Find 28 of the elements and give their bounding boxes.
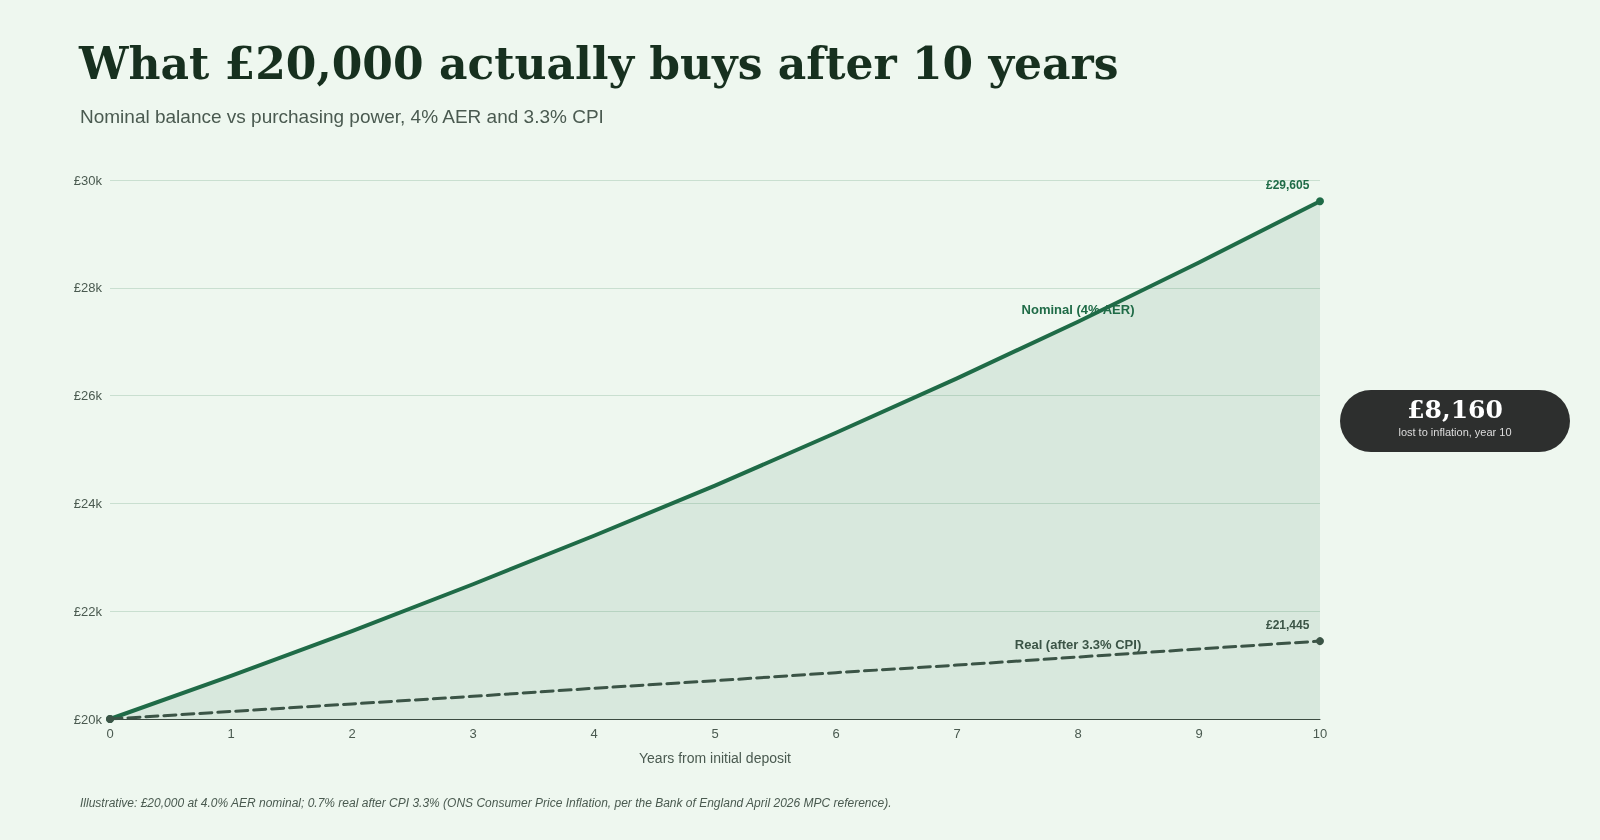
x-tick-label: 3 <box>469 726 477 741</box>
y-tick-label: £26k <box>73 388 103 404</box>
x-tick-label: 2 <box>348 726 356 741</box>
data-label: £21,445 <box>1266 618 1310 633</box>
text: Illustrative: £20,000 at 4.0% AER nominal; 0.7% real after CPI 3.3% (ONS Consumer Price Inflation, per the Bank of England April 2026 MPC reference). <box>80 796 892 810</box>
x-tick-label: 1 <box>227 726 235 741</box>
y-tick-label: £24k <box>73 495 103 511</box>
point <box>1316 637 1324 646</box>
x-tick-label: 9 <box>1195 726 1203 741</box>
x-tick-label: 7 <box>953 726 961 741</box>
y-tick-label: £30k <box>73 172 103 188</box>
text: lost to inflation, year 10 <box>1397 426 1513 438</box>
x-tick-label: 4 <box>590 726 598 741</box>
chart-subtitle: Nominal balance vs purchasing power, 4% AER and 3.3% CPI <box>80 106 604 128</box>
chart-title: What £20,000 actually buys after 10 years <box>79 38 1119 89</box>
y-tick-label: £28k <box>73 280 103 296</box>
text: £8,160 <box>1406 395 1504 424</box>
x-axis-title: Years from initial deposit <box>638 750 792 766</box>
x-tick-label: 0 <box>106 726 114 741</box>
y-tick-label: £20k <box>73 711 103 727</box>
y-tick-label: £22k <box>73 603 103 619</box>
data-label: £29,605 <box>1266 178 1310 193</box>
x-tick-label: 8 <box>1074 726 1082 741</box>
x-tick-label: 5 <box>711 726 719 741</box>
x-tick-label: 10 <box>1312 726 1328 741</box>
series-label: Real (after 3.3% CPI) <box>1014 637 1142 653</box>
x-tick-label: 6 <box>832 726 840 741</box>
point <box>1316 197 1324 206</box>
